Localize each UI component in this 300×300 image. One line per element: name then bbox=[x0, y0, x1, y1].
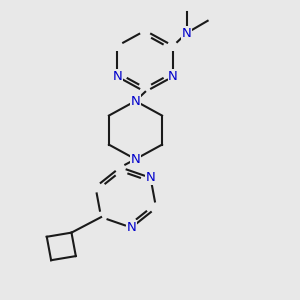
Text: N: N bbox=[130, 153, 140, 166]
Text: N: N bbox=[127, 221, 136, 234]
Text: N: N bbox=[130, 94, 140, 107]
Text: N: N bbox=[182, 26, 191, 40]
Text: N: N bbox=[146, 171, 155, 184]
Text: N: N bbox=[112, 70, 122, 83]
Text: N: N bbox=[168, 70, 178, 83]
